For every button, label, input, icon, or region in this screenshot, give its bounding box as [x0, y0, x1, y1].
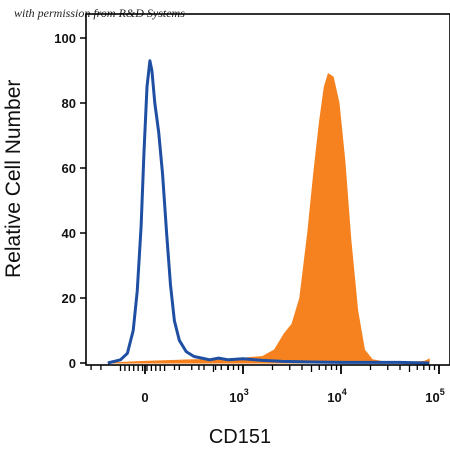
- y-tick-label: 40: [62, 226, 76, 241]
- x-minor-ticks: [90, 365, 436, 372]
- y-tick-label: 60: [62, 161, 76, 176]
- plot-area: [107, 59, 430, 365]
- y-axis-label: Relative Cell Number: [2, 79, 25, 278]
- x-tick-label: 103: [229, 387, 248, 405]
- x-tick-label: 0: [141, 390, 148, 405]
- x-axis-label: CD151: [208, 426, 272, 448]
- y-tick-label: 80: [62, 96, 76, 111]
- y-axis-ticks: 0 20 40 60 80 100: [54, 31, 86, 371]
- y-tick-label: 0: [69, 356, 76, 371]
- y-tick-label: 100: [54, 31, 76, 46]
- plot-frame: [85, 13, 450, 366]
- x-tick-label: 105: [425, 387, 444, 405]
- credit-text: with permission from R&D Systems: [14, 6, 185, 20]
- blue-histogram-outline: [107, 59, 430, 365]
- y-tick-label: 20: [62, 291, 76, 306]
- x-tick-label: 104: [327, 387, 346, 405]
- x-axis-ticks: 0 103 104 105: [141, 365, 445, 405]
